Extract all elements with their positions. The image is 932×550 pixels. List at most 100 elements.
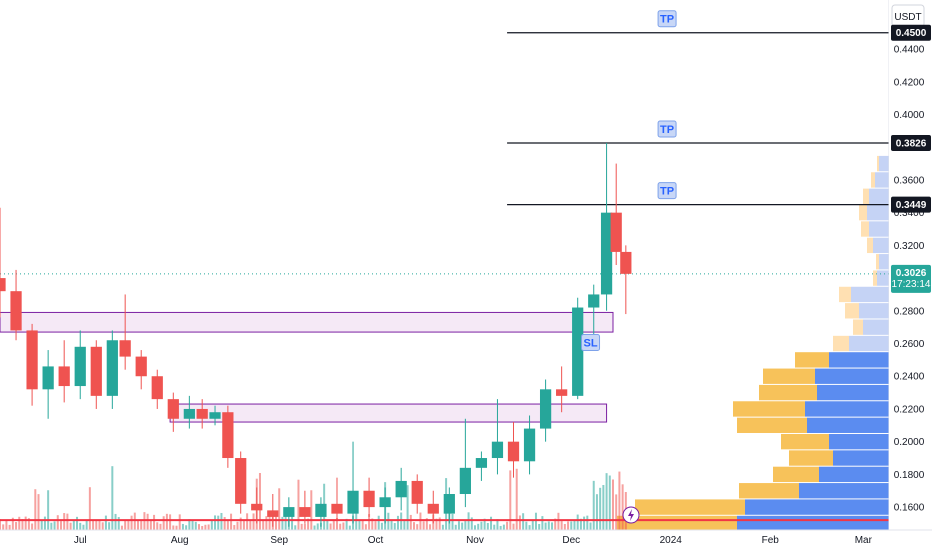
volume-profile-row-down (817, 384, 889, 401)
volume-bar (567, 521, 570, 530)
tp-label: TP (660, 124, 674, 136)
volume-bar (194, 521, 197, 530)
volume-bar (374, 521, 377, 530)
volume-bar (31, 523, 34, 530)
volume-bar (153, 514, 156, 530)
candle-body (209, 412, 221, 419)
volume-profile-row-down (875, 172, 889, 188)
volume-bar (226, 520, 229, 530)
volume-bar (490, 516, 493, 530)
volume-bar (88, 487, 91, 530)
volume-bar (425, 518, 428, 530)
volume-bar (185, 525, 188, 530)
price-tick-label: 0.3400 (894, 208, 925, 219)
candle-body (443, 494, 455, 514)
volume-bar (127, 520, 130, 530)
volume-bar (165, 513, 168, 530)
volume-bar (178, 514, 181, 530)
time-tick-label: 2024 (660, 535, 683, 546)
volume-bar (406, 485, 409, 530)
candle-body (135, 356, 147, 377)
volume-profile-row-down (799, 483, 889, 499)
price-tick-label: 0.3200 (894, 241, 925, 252)
candle-body (507, 441, 520, 462)
volume-bar (284, 515, 287, 530)
volume-bar (220, 512, 223, 530)
candle-body (556, 389, 568, 396)
volume-bar (528, 525, 531, 530)
volume-bar (461, 522, 464, 530)
time-tick-label: Dec (562, 535, 580, 546)
volume-bar (358, 520, 361, 530)
volume-bar (92, 519, 95, 530)
volume-bar (477, 523, 480, 530)
volume-profile-row-up (781, 433, 829, 450)
volume-bar (611, 479, 614, 530)
volume-bar (499, 525, 502, 530)
volume-bar (201, 525, 204, 530)
volume-bar (37, 494, 40, 530)
volume-bar (217, 515, 220, 530)
candle-body (58, 366, 70, 387)
volume-bar (242, 520, 245, 530)
volume-bar (249, 520, 252, 530)
volume-profile-row-up (877, 155, 879, 172)
candle-body (600, 212, 613, 295)
volume-bar (525, 521, 528, 530)
volume-bar (169, 514, 172, 530)
candlesticks (0, 142, 632, 527)
last-price-value: 0.3026 (896, 268, 927, 279)
volume-bar (493, 524, 496, 530)
volume-bar (63, 513, 66, 530)
volume-bar (551, 522, 554, 530)
volume-profile-row-up (833, 335, 849, 352)
volume-bar (326, 520, 329, 530)
volume-bar (34, 489, 37, 530)
price-axis[interactable]: USDT 0.1600 0.1800 0.2000 0.2200 0.2400 0.260… (888, 0, 932, 530)
volume-bar (111, 466, 114, 530)
volume-bar (361, 520, 364, 530)
time-tick-label: Aug (171, 535, 189, 546)
volume-bar (583, 516, 586, 530)
volume-bar (101, 522, 104, 530)
volume-bar (339, 523, 342, 530)
price-tags: 0.3826 0.3449 0.4500 (891, 24, 931, 213)
volume-profile-row-up (859, 204, 867, 221)
volume-bar (108, 522, 111, 530)
volume-bar (98, 519, 101, 530)
volume-bar (303, 523, 306, 530)
time-tick-label: Feb (762, 535, 780, 546)
volume-profile-row-up (739, 483, 799, 499)
volume-bar (387, 512, 390, 530)
price-tick-label: 0.4200 (894, 77, 925, 88)
volume-profile-row-up (759, 384, 817, 401)
volume-bar (595, 494, 598, 530)
volume-bar (140, 519, 143, 530)
volume-bar (204, 524, 207, 530)
volume-bar (114, 513, 117, 530)
volume-bar (50, 522, 53, 530)
candle-body (267, 510, 279, 517)
volume-bar (66, 513, 69, 530)
volume-bar (454, 524, 457, 530)
volume-bar (522, 513, 525, 530)
replay-lightning-icon[interactable] (622, 506, 640, 524)
tp-label-box (657, 182, 677, 200)
volume-profile-row-up (863, 188, 869, 204)
volume-bar (181, 523, 184, 530)
volume-bar (573, 520, 576, 530)
horizontal-levels: TP TP TP (0, 10, 889, 522)
price-tick-label: 0.2200 (894, 404, 925, 415)
time-tick-labels: Jul Aug Sep Oct Nov Dec 2024 Feb Mar (74, 535, 873, 546)
volume-bar (137, 520, 140, 530)
volume-bar (473, 525, 476, 530)
time-axis[interactable]: Jul Aug Sep Oct Nov Dec 2024 Feb Mar (0, 529, 932, 550)
volume-profile-row-down (869, 221, 889, 237)
volume-bar (416, 524, 419, 530)
volume-bar (602, 485, 605, 530)
volume-profile-row-up (853, 319, 863, 335)
volume-profile-row-up (733, 401, 805, 417)
currency-selector[interactable]: USDT (891, 4, 925, 28)
volume-profile-row-down (829, 352, 889, 368)
